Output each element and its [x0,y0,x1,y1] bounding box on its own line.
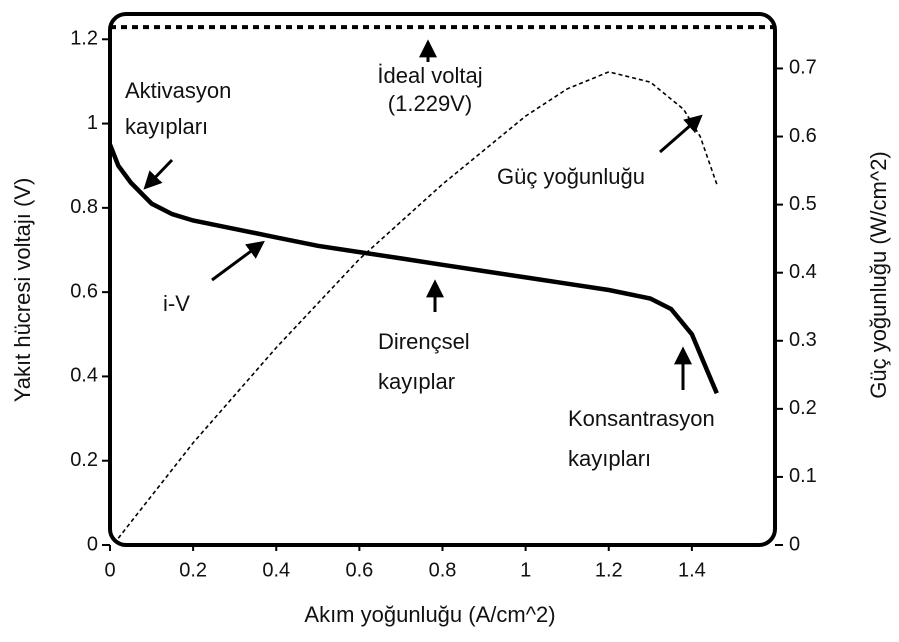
y2-tick-label: 0 [789,533,800,555]
x-tick-label: 0.2 [179,559,207,581]
y-tick-label: 1 [87,112,98,134]
y-tick-label: 1.2 [70,28,98,50]
x-tick-label: 1 [520,559,531,581]
y2-tick-label: 0.7 [789,57,817,79]
y-tick-label: 0 [87,533,98,555]
arrow [143,158,174,190]
y2-tick-label: 0.5 [789,193,817,215]
x-tick-label: 1.4 [678,559,706,581]
arrows [143,39,703,390]
y-tick-label: 0.8 [70,196,98,218]
power-line [117,71,718,539]
x-tick-label: 0.8 [429,559,457,581]
annotation: Dirençsel [378,329,470,354]
annotation: kayıpları [125,114,208,139]
x-tick-label: 0 [104,559,115,581]
y-tick-label: 0.2 [70,449,98,471]
arrow [211,240,265,282]
y2-tick-label: 0.6 [789,125,817,147]
y-tick-label: 0.4 [70,365,98,387]
annotation: Aktivasyon [125,78,231,103]
y2-tick-label: 0.3 [789,329,817,351]
x-tick-label: 0.6 [345,559,373,581]
arrow [659,114,703,154]
y-tick-label: 0.6 [70,280,98,302]
x-tick-label: 1.2 [595,559,623,581]
y2-tick-label: 0.2 [789,397,817,419]
annotation: İdeal voltaj [377,63,482,88]
x-tick-label: 0.4 [262,559,290,581]
iv-line [107,143,719,395]
y-axis-title: Yakıt hücresi voltajı (V) [10,178,35,403]
annotation: Güç yoğunluğu [497,164,645,189]
annotation: (1.229V) [388,91,472,116]
y2-tick-label: 0.4 [789,261,817,283]
annotation: Konsantrasyon [568,406,715,431]
y2-tick-label: 0.1 [789,465,817,487]
annotation: kayıplar [378,369,455,394]
y2-axis-title: Güç yoğunluğu (W/cm^2) [866,151,891,399]
annotation: i-V [163,291,190,316]
annotation: kayıpları [568,446,651,471]
x-axis-title: Akım yoğunluğu (A/cm^2) [304,602,555,627]
